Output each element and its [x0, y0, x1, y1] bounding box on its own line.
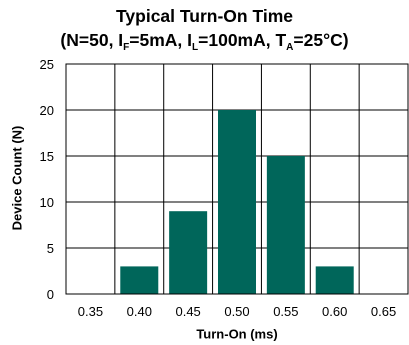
x-tick-label: 0.35 [78, 304, 103, 319]
y-tick-label: 10 [40, 195, 54, 210]
chart-title: Typical Turn-On Time [116, 6, 293, 26]
y-tick-label: 15 [40, 149, 54, 164]
y-tick-label: 20 [40, 103, 54, 118]
bar [120, 266, 159, 294]
x-axis-label: Turn-On (ms) [196, 326, 278, 342]
x-tick-label: 0.65 [371, 304, 396, 319]
bar [218, 110, 256, 294]
x-tick-label: 0.45 [175, 304, 200, 319]
chart-subtitle: (N=50, IF=5mA, IL=100mA, TA=25°C) [60, 30, 349, 53]
x-tick-label: 0.55 [273, 304, 298, 319]
y-tick-label: 5 [47, 241, 54, 256]
x-tick-label: 0.40 [127, 304, 152, 319]
plot-border [65, 63, 409, 295]
x-tick-label: 0.60 [322, 304, 347, 319]
bar [169, 211, 208, 294]
y-tick-label: 0 [47, 287, 54, 302]
x-tick-label: 0.50 [224, 304, 249, 319]
y-tick-label: 25 [40, 57, 54, 72]
bar [266, 156, 305, 294]
bar [315, 266, 354, 294]
